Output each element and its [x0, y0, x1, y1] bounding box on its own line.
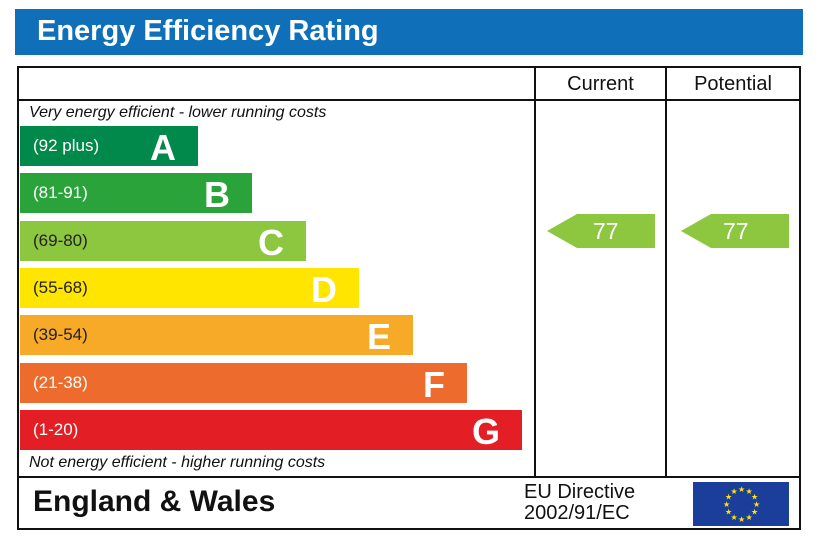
band-c: (69-80) C: [20, 220, 306, 263]
band-b: (81-91) B: [20, 173, 252, 216]
star-icon: ★: [746, 513, 753, 522]
band-letter: A: [150, 127, 176, 168]
star-icon: ★: [738, 515, 745, 524]
band-letter: G: [471, 410, 500, 452]
star-icon: ★: [725, 508, 732, 517]
star-icon: ★: [751, 493, 758, 502]
band-g: (1-20) G: [20, 409, 522, 452]
band-range: (21-38): [33, 372, 88, 392]
star-icon: ★: [738, 485, 745, 494]
bottom-note: Not energy efficient - higher running co…: [29, 454, 326, 471]
header-divider: [19, 99, 799, 101]
rating-table: Current Potential Very energy efficient …: [17, 66, 801, 530]
band-range: (69-80): [33, 230, 88, 250]
chart-title: Energy Efficiency Rating: [37, 15, 379, 47]
band-letter: B: [204, 174, 230, 216]
band-letter: C: [258, 221, 284, 263]
footer-divider: [19, 476, 799, 478]
potential-header: Potential: [694, 73, 772, 95]
band-range: (81-91): [33, 183, 88, 203]
star-icon: ★: [751, 508, 758, 517]
band-letter: E: [366, 316, 391, 358]
eu-flag-icon: ★ ★ ★ ★ ★ ★ ★ ★ ★ ★ ★ ★: [693, 482, 789, 526]
column-divider: [534, 68, 536, 478]
band-range: (39-54): [33, 325, 88, 345]
directive-line-2: 2002/91/EC: [524, 502, 630, 524]
title-banner: Energy Efficiency Rating: [15, 9, 803, 55]
eu-directive: EU Directive 2002/91/EC: [524, 482, 635, 524]
star-icon: ★: [753, 500, 760, 509]
band-d: (55-68) D: [20, 267, 359, 310]
band-range: (55-68): [33, 277, 88, 297]
band-f: (21-38) F: [20, 362, 467, 405]
band-e: (39-54) E: [20, 315, 413, 358]
current-rating-value: 77: [593, 218, 619, 244]
band-letter: D: [311, 268, 337, 310]
star-icon: ★: [723, 500, 730, 509]
region-label: England & Wales: [33, 485, 276, 518]
current-header: Current: [567, 73, 634, 95]
star-icon: ★: [725, 493, 732, 502]
star-icon: ★: [731, 487, 738, 496]
band-letter: F: [423, 363, 445, 405]
top-note: Very energy efficient - lower running co…: [29, 104, 327, 121]
column-divider: [665, 68, 667, 478]
band-range: (92 plus): [33, 136, 100, 155]
directive-line-1: EU Directive: [524, 481, 636, 503]
band-a: (92 plus) A: [20, 126, 198, 168]
star-icon: ★: [731, 513, 738, 522]
band-range: (1-20): [33, 419, 79, 439]
potential-rating-value: 77: [723, 218, 749, 244]
star-icon: ★: [746, 487, 753, 496]
